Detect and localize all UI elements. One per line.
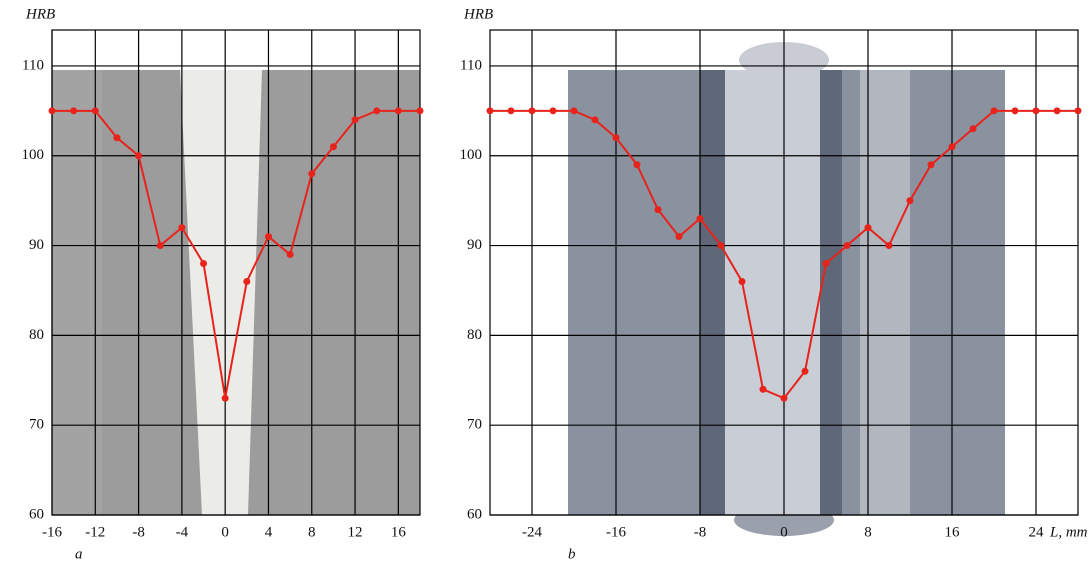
data-point — [738, 277, 746, 285]
data-point — [885, 242, 893, 250]
y-axis-label: HRB — [25, 6, 55, 22]
data-point — [308, 170, 316, 178]
y-tick-label: 80 — [29, 327, 44, 343]
x-tick-label: 8 — [864, 524, 872, 540]
data-point — [1074, 107, 1082, 115]
data-point — [654, 206, 662, 214]
data-point — [486, 107, 494, 115]
data-point — [70, 107, 78, 115]
x-tick-label: 0 — [221, 524, 229, 540]
data-line — [52, 109, 420, 399]
data-point — [1032, 107, 1040, 115]
data-point — [969, 125, 977, 133]
data-point — [329, 143, 337, 151]
data-point — [990, 107, 998, 115]
y-tick-label: 60 — [467, 506, 482, 522]
x-tick-label: 4 — [265, 524, 273, 540]
specimen-photo-b — [568, 42, 1005, 536]
data-point — [221, 394, 229, 402]
data-point — [113, 134, 121, 142]
data-point — [822, 260, 830, 268]
data-point — [373, 107, 381, 115]
data-point — [528, 107, 536, 115]
data-point — [1011, 107, 1019, 115]
y-tick-label: 110 — [460, 57, 482, 73]
data-point — [612, 134, 620, 142]
x-tick-label: 16 — [391, 524, 407, 540]
x-tick-label: 0 — [780, 524, 788, 540]
x-tick-label: -12 — [85, 524, 105, 540]
data-point — [843, 242, 851, 250]
data-point — [948, 143, 956, 151]
x-tick-label: 24 — [1029, 524, 1045, 540]
y-tick-label: 110 — [22, 57, 44, 73]
data-point — [394, 107, 402, 115]
data-point — [351, 116, 359, 124]
x-tick-label: -8 — [694, 524, 707, 540]
data-point — [91, 107, 99, 115]
y-tick-label: 70 — [467, 417, 482, 433]
data-point — [178, 224, 186, 232]
data-point — [570, 107, 578, 115]
panel-label: a — [75, 546, 83, 562]
data-point — [416, 107, 424, 115]
x-tick-label: -8 — [132, 524, 145, 540]
data-point — [591, 116, 599, 124]
plot-frame — [489, 29, 1079, 516]
y-tick-label: 100 — [22, 147, 45, 163]
specimen-photo-a — [52, 70, 420, 515]
x-tick-label: -16 — [606, 524, 626, 540]
x-tick-label: 16 — [945, 524, 961, 540]
data-point — [864, 224, 872, 232]
x-tick-label: -16 — [42, 524, 62, 540]
data-point — [1053, 107, 1061, 115]
y-tick-label: 90 — [467, 237, 482, 253]
data-point — [200, 260, 208, 268]
x-tick-label: 8 — [308, 524, 316, 540]
data-point — [156, 242, 164, 250]
data-point — [549, 107, 557, 115]
y-axis-label: HRB — [463, 6, 493, 22]
data-point — [135, 152, 143, 160]
data-point — [48, 107, 56, 115]
data-point — [759, 385, 767, 393]
x-tick-label: -4 — [176, 524, 189, 540]
data-point — [243, 277, 251, 285]
data-point — [927, 161, 935, 169]
data-point — [264, 233, 272, 241]
y-tick-label: 60 — [29, 506, 44, 522]
y-tick-label: 80 — [467, 327, 482, 343]
panel-label: b — [568, 546, 576, 562]
data-point — [286, 251, 294, 259]
x-axis-label: L, mm — [1049, 524, 1088, 540]
x-tick-label: 12 — [348, 524, 363, 540]
x-tick-label: -24 — [522, 524, 542, 540]
y-tick-label: 70 — [29, 417, 44, 433]
data-point — [675, 233, 683, 241]
data-point — [906, 197, 914, 205]
y-tick-label: 100 — [460, 147, 483, 163]
data-point — [717, 242, 725, 250]
data-point — [633, 161, 641, 169]
y-tick-label: 90 — [29, 237, 44, 253]
plot-frame — [51, 29, 421, 516]
data-point — [780, 394, 788, 402]
data-point — [801, 367, 809, 375]
data-point — [696, 215, 704, 223]
data-point — [507, 107, 515, 115]
